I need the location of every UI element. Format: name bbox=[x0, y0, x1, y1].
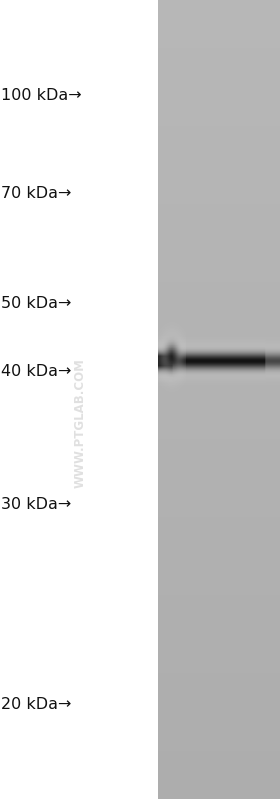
Text: 100 kDa→: 100 kDa→ bbox=[1, 89, 82, 103]
Text: WWW.PTGLAB.COM: WWW.PTGLAB.COM bbox=[73, 359, 86, 488]
Text: 70 kDa→: 70 kDa→ bbox=[1, 186, 72, 201]
Text: 50 kDa→: 50 kDa→ bbox=[1, 296, 72, 311]
Text: 30 kDa→: 30 kDa→ bbox=[1, 498, 72, 512]
Text: 40 kDa→: 40 kDa→ bbox=[1, 364, 72, 379]
Text: 20 kDa→: 20 kDa→ bbox=[1, 698, 72, 712]
